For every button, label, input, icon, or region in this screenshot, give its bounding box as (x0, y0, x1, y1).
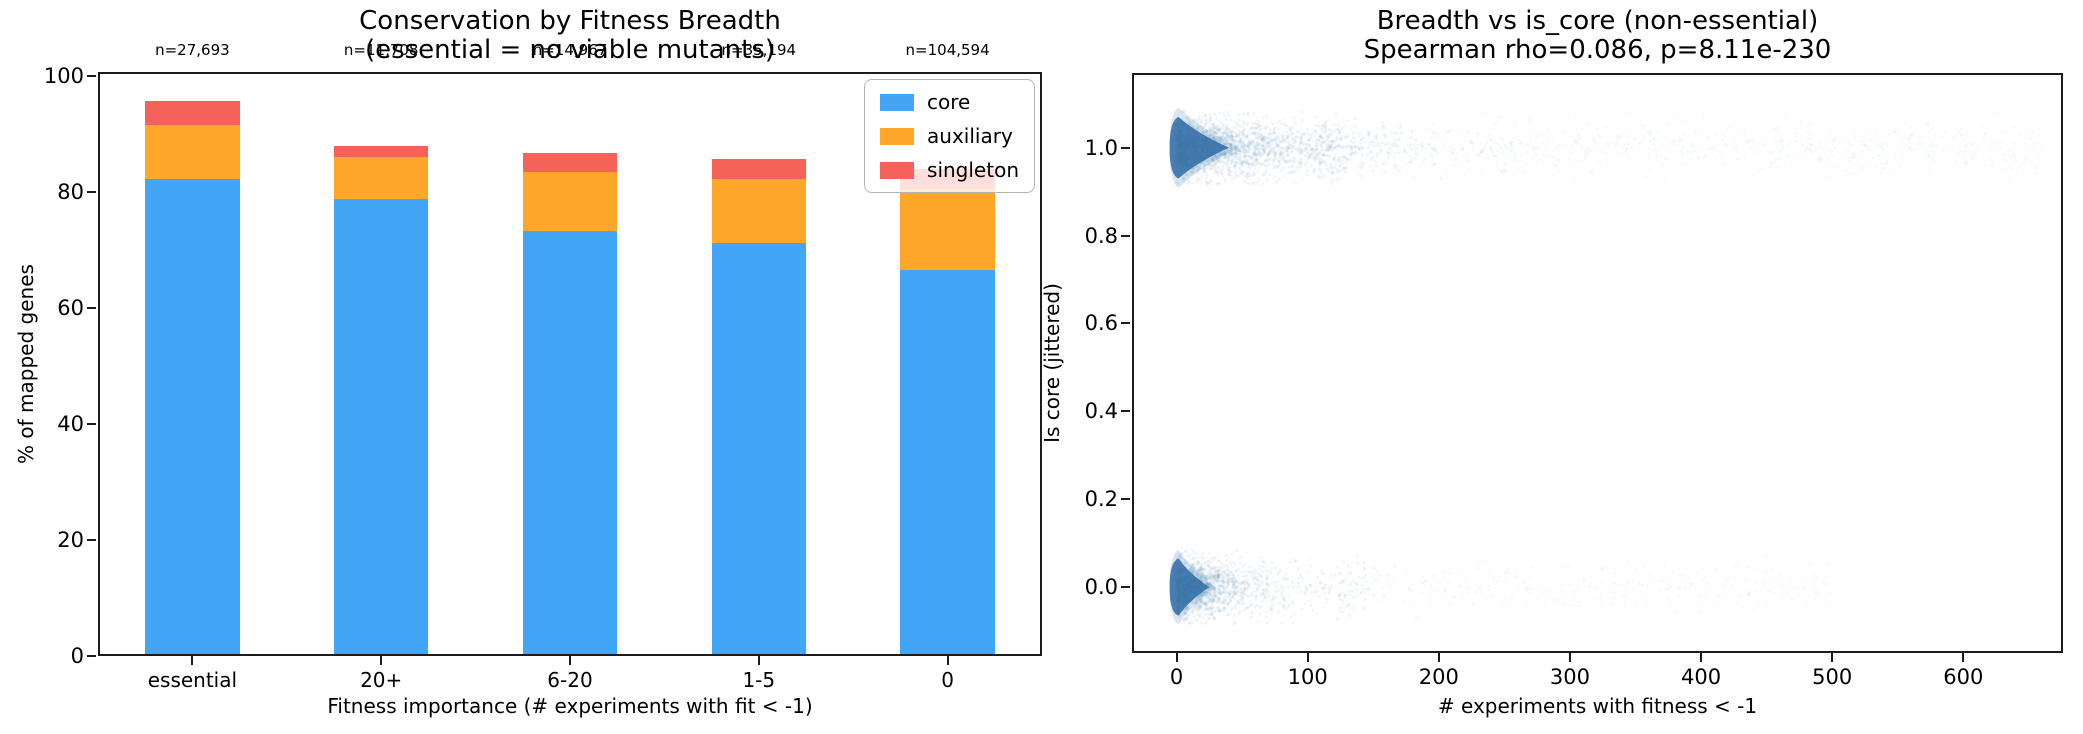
legend-swatch-singleton (880, 161, 915, 179)
right-yaxis-label: Is core (jittered) (1040, 283, 1064, 443)
legend-label-core: core (927, 90, 971, 114)
y-tick-mark (87, 539, 96, 541)
right-xaxis-label: # experiments with fitness < -1 (1437, 694, 1758, 718)
bar-6-20-auxiliary (522, 172, 618, 231)
bar-1-5-auxiliary (711, 179, 806, 244)
bar-6-20-core (522, 230, 618, 656)
legend-label-auxiliary: auxiliary (927, 124, 1013, 148)
x-tick-label: 100 (1287, 665, 1328, 689)
y-tick-label: 0.6 (1084, 311, 1118, 336)
y-tick-label: 0.4 (1084, 399, 1118, 424)
x-tick-mark (1437, 653, 1440, 662)
right-chart-title: Breadth vs is_core (non-essential) Spear… (1132, 7, 2063, 65)
y-tick-mark (1121, 586, 1130, 589)
left-xaxis-label: Fitness importance (# experiments with f… (327, 694, 813, 718)
x-tick-label: 0 (1169, 665, 1184, 689)
x-tick-label: 6-20 (547, 668, 593, 692)
bar-1-5-core (711, 243, 806, 656)
legend-item-auxiliary: auxiliary (880, 124, 1019, 148)
bar-20+-singleton (334, 146, 429, 158)
y-tick-mark (87, 191, 96, 194)
bar-6-20-singleton (522, 152, 618, 173)
legend-swatch-core (880, 93, 915, 111)
x-tick-mark (1700, 653, 1703, 662)
y-tick-mark (1121, 234, 1130, 237)
bar-count-label: n=35,194 (721, 41, 797, 59)
x-tick-mark (1962, 653, 1965, 662)
legend: core auxiliary singleton (864, 79, 1035, 193)
x-tick-label: 300 (1549, 665, 1590, 689)
x-tick-label: 600 (1943, 665, 1984, 689)
bar-count-label: n=27,693 (155, 41, 230, 59)
x-tick-label: 20+ (360, 668, 403, 692)
y-tick-mark (87, 655, 96, 657)
y-tick-mark (1121, 410, 1130, 413)
bar-count-label: n=104,594 (905, 41, 990, 59)
bar-essential-core (145, 179, 240, 656)
x-tick-mark (380, 656, 383, 665)
bar-count-label: n=11,708 (343, 41, 419, 59)
x-tick-label: 1-5 (742, 668, 776, 692)
x-tick-mark (569, 656, 571, 665)
y-tick-label: 1.0 (1084, 135, 1118, 160)
left-chart-title: Conservation by Fitness Breadth (essenti… (98, 7, 1042, 65)
legend-item-singleton: singleton (880, 158, 1019, 182)
y-tick-label: 80 (57, 180, 84, 205)
x-tick-label: 200 (1418, 665, 1459, 689)
y-tick-mark (87, 307, 96, 310)
right-chart-title-line1: Breadth vs is_core (non-essential) (1376, 6, 1819, 36)
bar-0-core (900, 270, 995, 656)
y-tick-label: 20 (57, 528, 84, 552)
bar-20+-core (334, 199, 429, 656)
left-chart-title-line1: Conservation by Fitness Breadth (359, 6, 781, 36)
y-tick-label: 0 (70, 644, 84, 668)
bar-essential-auxiliary (145, 124, 240, 180)
x-tick-mark (1306, 653, 1309, 662)
x-tick-mark (757, 656, 760, 665)
bar-20+-auxiliary (334, 157, 429, 200)
legend-label-singleton: singleton (927, 158, 1019, 182)
y-tick-mark (1121, 322, 1130, 325)
x-tick-label: 500 (1812, 665, 1853, 689)
y-tick-mark (1121, 498, 1130, 501)
y-tick-mark (87, 75, 96, 78)
x-tick-label: 0 (941, 668, 954, 692)
x-tick-mark (1568, 653, 1571, 662)
bar-1-5-singleton (711, 159, 806, 180)
y-tick-label: 40 (57, 412, 84, 437)
x-tick-mark (1175, 653, 1178, 662)
scatter-points-layer (1169, 107, 2044, 625)
x-tick-label: essential (147, 668, 238, 692)
left-yaxis-label: % of mapped genes (14, 264, 38, 464)
y-tick-label: 100 (43, 64, 84, 89)
y-tick-label: 0.0 (1084, 575, 1118, 600)
legend-swatch-auxiliary (880, 127, 915, 145)
y-tick-label: 0.8 (1084, 223, 1118, 248)
left-chart-title-line2: (essential = no viable mutants) (364, 35, 776, 65)
x-tick-mark (191, 656, 194, 665)
x-tick-mark (946, 656, 949, 665)
y-tick-mark (87, 423, 96, 426)
y-tick-label: 60 (57, 296, 84, 321)
bar-count-label: n=14,967 (532, 41, 608, 59)
x-tick-label: 400 (1681, 665, 1722, 689)
y-tick-mark (1121, 146, 1130, 149)
x-tick-mark (1831, 653, 1834, 662)
right-scatter-plot-area: 0 100 200 300 400 500 600 0.0 0.2 0.4 0.6 0.8 1.0 (1085, 73, 2063, 689)
y-tick-label: 0.2 (1084, 487, 1118, 512)
right-chart-title-line2: Spearman rho=0.086, p=8.11e-230 (1363, 35, 1832, 65)
bar-essential-singleton (145, 101, 240, 125)
bar-0-auxiliary (900, 188, 995, 271)
left-bar-chart-plot-area: core auxiliary singleton essential n=27,6… (44, 41, 1042, 692)
legend-item-core: core (880, 90, 1019, 114)
